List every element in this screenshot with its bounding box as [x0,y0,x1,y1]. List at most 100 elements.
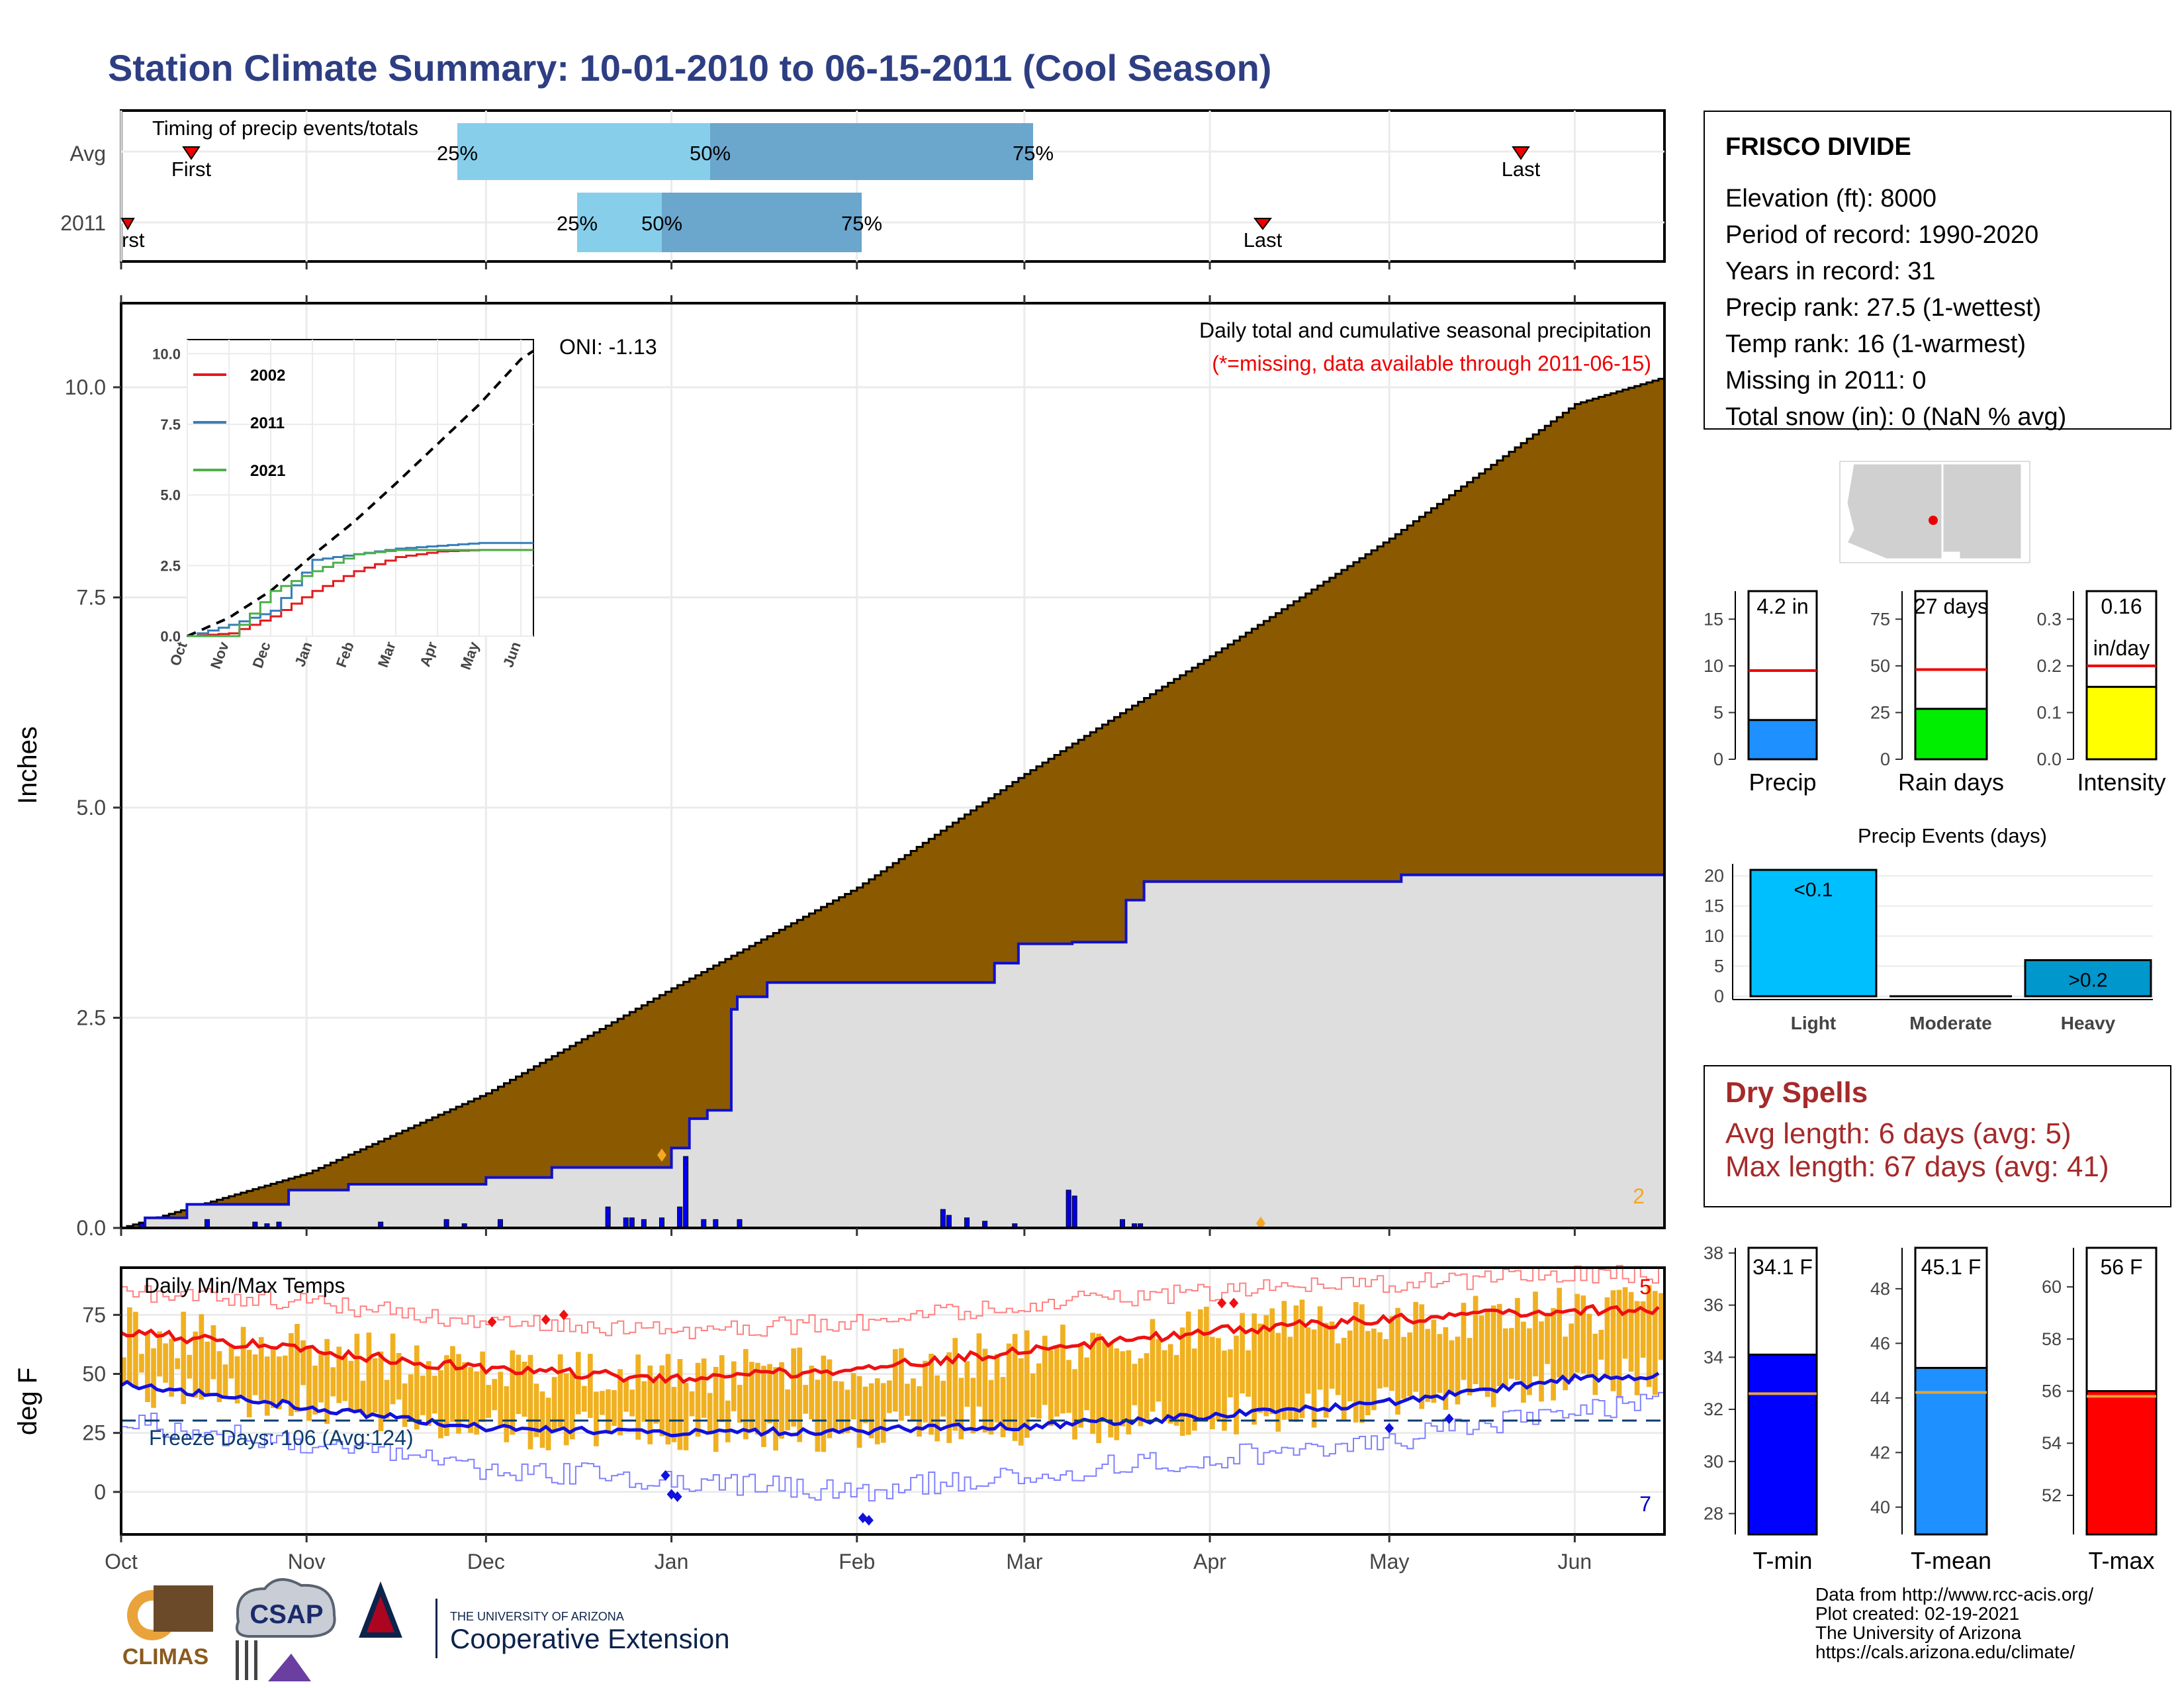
daily-temp-bar [1395,1307,1400,1415]
daily-temp-bar [1257,1323,1263,1413]
daily-temp-bar [1144,1353,1150,1419]
daily-temp-bar [982,1348,988,1432]
daily-temp-bar [1461,1303,1467,1380]
daily-temp-bar [1210,1336,1215,1430]
inset-ytick-label: 5.0 [160,487,181,504]
month-label: Oct [105,1550,138,1573]
record-high-marker [1217,1297,1227,1309]
daily-temp-bar [1515,1297,1520,1380]
events-category-label: Moderate [1909,1013,1991,1033]
daily-temp-bar [773,1367,778,1451]
daily-temp-bar [426,1361,432,1426]
daily-temp-bar [737,1385,743,1423]
y2011-q25-q50-bar [577,193,662,252]
timing-panel: Timing of precip events/totals Avg 2011 … [60,109,1666,269]
daily-temp-bar [1341,1338,1347,1420]
daily-temp-bar [976,1333,982,1407]
daily-temp-bar [713,1366,719,1452]
daily-temp-bar [934,1375,940,1442]
daily-temp-bar [886,1380,892,1413]
daily-temp-bar [1484,1308,1490,1397]
precip-ytick-label: 0.0 [77,1216,106,1240]
daily-temp-bar [1557,1288,1562,1378]
gauge-ytick-label: 0 [1880,749,1890,769]
daily-temp-bar [498,1372,504,1426]
footer-line: Plot created: 02-19-2021 [1815,1603,2019,1624]
daily-temp-bar [1443,1327,1449,1410]
daily-temp-bar [1096,1333,1101,1443]
events-bar-label: <0.1 [1794,879,1833,901]
daily-temp-bar [539,1391,545,1448]
daily-temp-bar [683,1382,689,1450]
gauge-value-intensity: 0.16 [2101,594,2142,618]
month-label: Apr [1193,1550,1226,1573]
temp-gauge-ytick-label: 54 [2042,1433,2062,1453]
daily-temp-bar [522,1362,527,1417]
daily-temp-bar [480,1351,486,1423]
daily-temp-bar [1490,1305,1496,1407]
daily-temp-bar [210,1325,216,1380]
avg-q50-label: 50% [690,142,731,165]
daily-temp-bar [1658,1293,1664,1360]
climas-text: CLIMAS [122,1644,208,1669]
avg-max-line [120,1303,1660,1384]
record-low-count: 7 [1639,1492,1651,1516]
daily-temp-bar [1359,1304,1365,1423]
daily-temp-bar [844,1389,850,1433]
daily-temp-bar [151,1348,156,1408]
temp-gauge-ytick-label: 42 [1870,1442,1890,1462]
daily-temp-bar [1287,1336,1293,1420]
daily-temp-bar [1269,1308,1275,1415]
daily-temp-bar [815,1380,821,1452]
daily-temp-bar [1335,1343,1341,1395]
inset-avg-line [187,350,535,637]
daily-temp-bar [1502,1328,1508,1386]
temp-gauge-fill-tmean [1914,1366,1988,1536]
record-low-marker [864,1515,874,1526]
gauge-ytick-label: 50 [1870,656,1890,676]
inset-ytick-label: 10.0 [152,346,181,362]
newmexico-outline [1941,462,2023,561]
daily-temp-bar [270,1347,276,1409]
record-min-line [121,1391,1664,1502]
daily-temp-bar [827,1359,833,1438]
daily-temp-bar [300,1340,306,1385]
daily-temp-bar [1401,1336,1406,1399]
timing-row-2011: 2011 [60,211,106,235]
daily-temp-bar [222,1364,228,1397]
daily-temp-bar [1036,1363,1042,1419]
daily-temp-bar [1024,1330,1030,1438]
temp-gauge-value-tmax: 56 F [2100,1255,2142,1279]
month-label: Jun [1558,1550,1592,1573]
temp-gauge-name-tmax: T-max [2088,1547,2154,1574]
daily-temp-bar [905,1383,910,1416]
daily-temp-bar [1634,1301,1640,1395]
daily-temp-bar [1305,1327,1311,1394]
station-info-line: Total snow (in): 0 (NaN % avg) [1725,403,2066,431]
y2011-q50-q75-bar [662,193,862,252]
daily-temp-bar [1407,1332,1413,1397]
precip-ytick-label: 7.5 [77,586,106,610]
dry-spells-box: Dry Spells Avg length: 6 days (avg: 5) M… [1704,1065,2171,1207]
events-ytick-label: 20 [1704,866,1724,886]
daily-temp-bar [1197,1309,1203,1420]
gauge-value-precip: 4.2 in [1756,594,1808,618]
daily-temp-bar [1185,1311,1191,1435]
daily-temp-bar [868,1383,874,1438]
daily-temp-bar [1646,1285,1652,1387]
daily-temp-bar [1563,1336,1569,1391]
daily-temp-bar [994,1354,1000,1423]
record-max-line [121,1264,1664,1340]
daily-temp-bar [240,1327,246,1397]
record-high-marker [541,1314,551,1325]
daily-temp-bar [1347,1331,1353,1401]
record-low-marker [672,1491,682,1502]
daily-temp-bar [1102,1342,1108,1419]
daily-temp-bar [1317,1306,1323,1390]
daily-temp-bar [474,1371,479,1435]
daily-temp-bar [1167,1344,1173,1424]
daily-temp-bar [1545,1313,1550,1364]
month-label: Nov [288,1550,326,1573]
daily-temp-bar [420,1376,426,1415]
inset-ytick-label: 2.5 [160,557,181,574]
